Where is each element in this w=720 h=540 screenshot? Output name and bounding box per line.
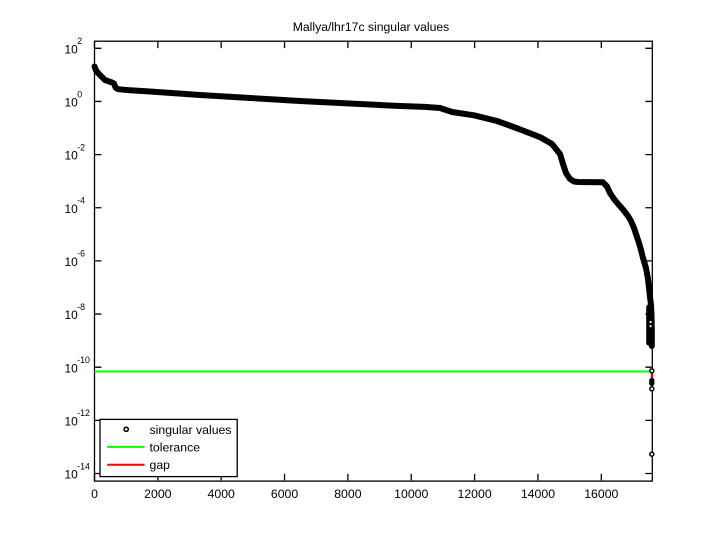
svg-text:16000: 16000 [584,487,618,501]
svg-text:gap: gap [150,458,171,472]
svg-text:0: 0 [91,487,98,501]
svg-text:tolerance: tolerance [150,440,201,454]
svg-text:10: 10 [65,255,79,269]
svg-text:Mallya/lhr17c singular values: Mallya/lhr17c singular values [293,20,449,34]
svg-text:-12: -12 [77,408,90,418]
svg-text:10: 10 [65,96,79,110]
svg-text:4000: 4000 [208,487,236,501]
svg-text:8000: 8000 [334,487,362,501]
svg-text:10000: 10000 [394,487,428,501]
svg-text:-10: -10 [77,355,90,365]
svg-text:14000: 14000 [521,487,555,501]
svg-text:6000: 6000 [271,487,299,501]
svg-text:10: 10 [65,42,79,56]
svg-text:-6: -6 [77,249,85,259]
svg-text:-2: -2 [77,142,85,152]
svg-text:-14: -14 [77,461,90,471]
svg-text:10: 10 [65,414,79,428]
svg-text:10: 10 [65,308,79,322]
svg-text:-4: -4 [77,196,85,206]
svg-text:singular values: singular values [150,423,232,437]
svg-text:0: 0 [77,89,82,99]
svg-text:2000: 2000 [144,487,172,501]
svg-text:10: 10 [65,468,79,482]
svg-text:10: 10 [65,202,79,216]
svg-text:2: 2 [77,36,82,46]
svg-text:12000: 12000 [457,487,491,501]
svg-text:10: 10 [65,361,79,375]
svg-text:10: 10 [65,149,79,163]
svg-text:-8: -8 [77,302,85,312]
